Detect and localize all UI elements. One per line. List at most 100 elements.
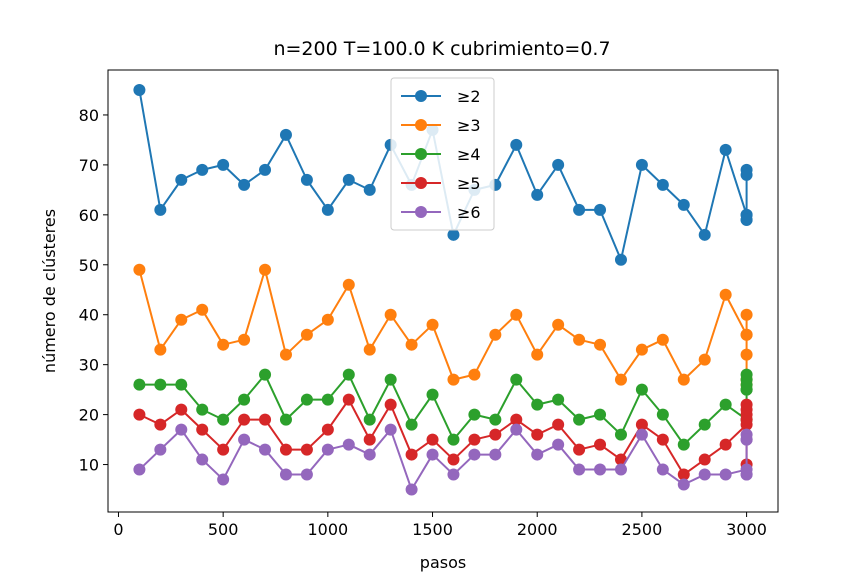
data-point <box>552 438 565 451</box>
data-point <box>656 333 669 346</box>
plot-frame <box>107 69 779 513</box>
data-point <box>635 343 648 356</box>
legend-item: ≥3 <box>401 116 481 135</box>
data-point <box>719 143 732 156</box>
data-point <box>217 338 230 351</box>
data-point <box>321 393 334 406</box>
data-point <box>677 468 690 481</box>
data-point <box>531 188 544 201</box>
data-point <box>154 418 167 431</box>
legend-label: ≥3 <box>457 116 481 135</box>
data-point <box>259 163 272 176</box>
series-1 <box>133 83 753 266</box>
data-point <box>573 413 586 426</box>
data-point <box>321 313 334 326</box>
data-point <box>573 203 586 216</box>
data-point <box>447 468 460 481</box>
data-point <box>531 428 544 441</box>
series-3 <box>133 368 753 451</box>
legend-marker <box>415 90 427 102</box>
data-point <box>300 328 313 341</box>
data-point <box>489 328 502 341</box>
legend-label: ≥6 <box>457 203 481 222</box>
data-point <box>656 408 669 421</box>
data-point <box>405 483 418 496</box>
data-point <box>175 423 188 436</box>
data-point <box>363 413 376 426</box>
data-point <box>321 423 334 436</box>
data-point <box>300 468 313 481</box>
legend-item: ≥6 <box>401 203 481 222</box>
data-point <box>719 288 732 301</box>
data-point <box>238 413 251 426</box>
data-point <box>698 453 711 466</box>
data-point <box>740 213 753 226</box>
data-point <box>133 408 146 421</box>
data-point <box>552 158 565 171</box>
y-axis-ticks: 10 20 30 40 50 60 70 80 <box>79 106 108 475</box>
x-tick-label: 1000 <box>307 520 348 539</box>
series-4 <box>133 393 753 481</box>
data-point <box>363 183 376 196</box>
data-point <box>384 373 397 386</box>
data-point <box>363 448 376 461</box>
legend-box <box>390 77 495 231</box>
y-tick-label: 60 <box>79 206 99 225</box>
data-point <box>698 228 711 241</box>
legend-marker <box>415 119 427 131</box>
data-point <box>740 348 753 361</box>
data-point <box>489 448 502 461</box>
x-axis-label: pasos <box>420 553 466 572</box>
data-point <box>677 478 690 491</box>
data-point <box>175 313 188 326</box>
data-point <box>133 463 146 476</box>
data-point <box>154 378 167 391</box>
data-point <box>342 368 355 381</box>
data-point <box>405 338 418 351</box>
data-point <box>279 348 292 361</box>
data-point <box>552 418 565 431</box>
legend-label: ≥5 <box>457 174 481 193</box>
y-tick-label: 80 <box>79 106 99 125</box>
x-axis-ticks: 0 500 1000 1500 2000 2500 3000 <box>113 512 767 539</box>
data-point <box>573 463 586 476</box>
data-point <box>154 443 167 456</box>
data-point <box>217 473 230 486</box>
data-point <box>552 318 565 331</box>
data-point <box>677 438 690 451</box>
data-point <box>259 263 272 276</box>
data-point <box>510 413 523 426</box>
data-point <box>656 463 669 476</box>
data-point <box>573 443 586 456</box>
data-point <box>259 443 272 456</box>
y-tick-label: 10 <box>79 456 99 475</box>
data-point <box>698 418 711 431</box>
data-point <box>363 433 376 446</box>
data-point <box>594 408 607 421</box>
data-point <box>342 173 355 186</box>
data-point <box>740 403 753 416</box>
data-point <box>342 438 355 451</box>
data-point <box>259 368 272 381</box>
x-tick-label: 3000 <box>726 520 767 539</box>
data-point <box>740 468 753 481</box>
data-point <box>321 203 334 216</box>
data-point <box>196 423 209 436</box>
data-point <box>426 448 439 461</box>
data-point <box>154 203 167 216</box>
data-point <box>384 423 397 436</box>
data-point <box>740 168 753 181</box>
data-point <box>614 373 627 386</box>
series-line <box>138 428 748 491</box>
data-point <box>447 433 460 446</box>
data-point <box>531 448 544 461</box>
data-point <box>426 433 439 446</box>
data-point <box>468 368 481 381</box>
data-point <box>175 403 188 416</box>
data-point <box>614 453 627 466</box>
data-point <box>196 453 209 466</box>
data-point <box>614 463 627 476</box>
data-point <box>656 178 669 191</box>
data-point <box>656 433 669 446</box>
